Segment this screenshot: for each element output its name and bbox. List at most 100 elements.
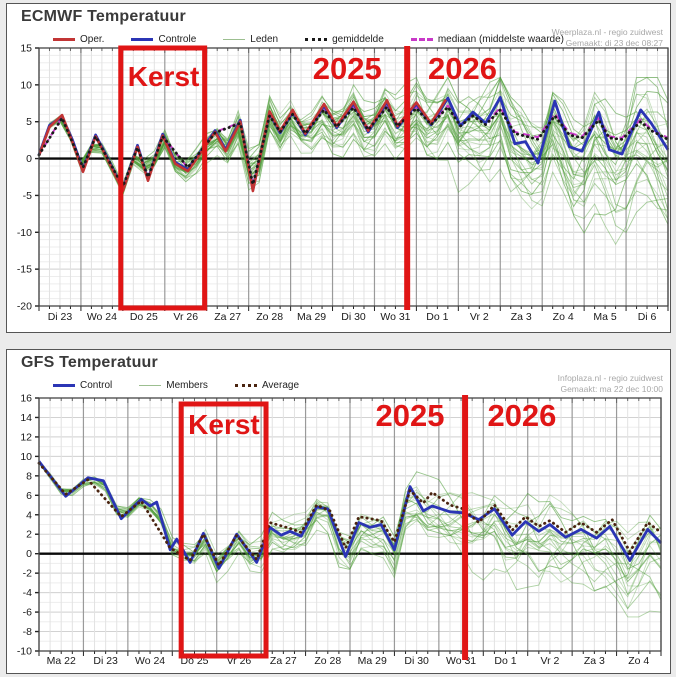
legend-item-average: Average	[234, 380, 300, 391]
legend: Oper. Controle Leden gemiddelde mediaan (mid…	[53, 34, 591, 45]
svg-text:Vr 2: Vr 2	[540, 655, 559, 667]
grid	[38, 397, 662, 652]
svg-text:Za 27: Za 27	[270, 655, 297, 667]
svg-text:15: 15	[20, 43, 32, 55]
source-generated-at: Gemaakt: di 23 dec 08:27	[565, 38, 663, 49]
svg-text:Za 27: Za 27	[214, 311, 241, 323]
svg-text:Wo 31: Wo 31	[380, 311, 410, 323]
svg-text:Wo 31: Wo 31	[446, 655, 476, 667]
legend-item-oper: Oper.	[53, 34, 104, 45]
legend-swatch-icon	[410, 38, 433, 41]
svg-text:-5: -5	[23, 190, 32, 202]
svg-text:Za 3: Za 3	[511, 311, 532, 323]
annotations: Kerst 2025 2026	[178, 395, 556, 660]
svg-text:Do 25: Do 25	[130, 311, 158, 323]
legend-label: gemiddelde	[332, 34, 384, 45]
svg-text:Vr 26: Vr 26	[173, 311, 198, 323]
year-2026-label: 2026	[487, 398, 556, 433]
grid	[38, 47, 669, 307]
svg-text:Di 30: Di 30	[404, 655, 429, 667]
page-title: GFS Temperatuur	[21, 354, 158, 371]
svg-text:Wo 24: Wo 24	[87, 311, 117, 323]
svg-text:Do 1: Do 1	[426, 311, 448, 323]
legend-swatch-icon	[223, 39, 246, 40]
legend: Control Members Average	[53, 380, 326, 391]
year-2025-label: 2025	[375, 398, 444, 433]
series-control	[37, 460, 663, 570]
legend-swatch-icon	[234, 384, 257, 387]
legend-item-gemiddelde: gemiddelde	[305, 34, 384, 45]
svg-text:8: 8	[26, 470, 32, 482]
plot-frame	[38, 397, 662, 652]
svg-text:10: 10	[20, 79, 32, 91]
svg-text:-4: -4	[23, 587, 32, 599]
legend-label: Oper.	[80, 34, 105, 45]
svg-text:Zo 28: Zo 28	[256, 311, 283, 323]
legend-label: Controle	[158, 34, 197, 45]
series-average	[37, 461, 663, 567]
svg-text:10: 10	[20, 451, 32, 463]
svg-text:Wo 24: Wo 24	[135, 655, 165, 667]
kerst-highlight-box	[178, 401, 269, 659]
svg-text:Di 6: Di 6	[638, 311, 657, 323]
legend-label: mediaan (middelste waarde)	[437, 34, 564, 45]
year-2026-label: 2026	[428, 51, 497, 86]
legend-item-leden: Leden	[223, 34, 278, 45]
svg-text:Zo 4: Zo 4	[628, 655, 649, 667]
svg-text:Ma 29: Ma 29	[297, 311, 326, 323]
page-title: ECMWF Temperatuur	[21, 8, 186, 25]
svg-text:14: 14	[20, 412, 32, 424]
gfs-temperature-plot: 16 14 12 10 8 6 4 2 0 -2 -4 -6 -8 -10 Ma 22 Di 23 Wo 24 D…	[17, 393, 663, 668]
svg-text:-10: -10	[17, 646, 32, 658]
axis-labels: 16 14 12 10 8 6 4 2 0 -2 -4 -6 -8 -10 Ma 22 Di 23 Wo 24 D…	[17, 393, 650, 668]
axis-labels: 15 10 5 0 -5 -10 -15 -20 Di 23 Wo 24 Do 25 Vr 26 Za …	[17, 43, 657, 324]
legend-swatch-icon	[53, 38, 75, 41]
legend-label: Leden	[250, 34, 279, 45]
ecmwf-chart-panel: 15 10 5 0 -5 -10 -15 -20 Di 23 Wo 24 Do 25 Vr 26 Za …	[6, 3, 671, 333]
svg-text:-15: -15	[17, 264, 32, 276]
source-site: Weerplaza.nl - regio zuidwest	[551, 27, 663, 37]
svg-text:Zo 28: Zo 28	[314, 655, 341, 667]
legend-swatch-icon	[131, 38, 154, 41]
svg-text:2: 2	[26, 529, 32, 541]
source-attribution: Weerplaza.nl - regio zuidwest Gemaakt: d…	[552, 27, 663, 50]
svg-text:-8: -8	[23, 626, 32, 638]
source-attribution: Infoplaza.nl - regio zuidwest Gemaakt: m…	[558, 373, 663, 396]
svg-text:0: 0	[26, 153, 32, 165]
svg-text:Ma 22: Ma 22	[47, 655, 76, 667]
legend-label: Average	[261, 380, 300, 391]
plot-frame	[38, 47, 669, 307]
legend-label: Members	[166, 380, 208, 391]
ecmwf-temperature-plot: 15 10 5 0 -5 -10 -15 -20 Di 23 Wo 24 Do 25 Vr 26 Za …	[17, 43, 670, 324]
svg-text:6: 6	[26, 490, 32, 502]
svg-text:Ma 5: Ma 5	[593, 311, 617, 323]
kerst-highlight-box	[118, 45, 208, 311]
legend-swatch-icon	[305, 38, 328, 41]
kerst-label: Kerst	[128, 61, 200, 92]
legend-item-mediaan-middelste-waarde: mediaan (middelste waarde)	[410, 34, 564, 45]
legend-item-members: Members	[139, 380, 208, 391]
svg-text:Ma 29: Ma 29	[358, 655, 387, 667]
annotations: Kerst 2025 2026	[118, 45, 497, 311]
svg-text:5: 5	[26, 116, 32, 128]
svg-text:-20: -20	[17, 301, 32, 313]
svg-text:Di 30: Di 30	[341, 311, 366, 323]
svg-text:0: 0	[26, 548, 32, 560]
svg-text:Zo 4: Zo 4	[553, 311, 574, 323]
svg-text:Vr 2: Vr 2	[470, 311, 489, 323]
svg-text:-2: -2	[23, 568, 32, 580]
svg-text:-6: -6	[23, 607, 32, 619]
legend-swatch-icon	[139, 385, 162, 386]
svg-text:-10: -10	[17, 227, 32, 239]
legend-label: Control	[80, 380, 113, 391]
year-2025-label: 2025	[313, 51, 382, 86]
svg-text:Do 1: Do 1	[494, 655, 516, 667]
svg-text:4: 4	[26, 509, 32, 521]
svg-text:16: 16	[20, 393, 32, 405]
source-generated-at: Gemaakt: ma 22 dec 10:00	[560, 384, 663, 395]
svg-text:Di 23: Di 23	[93, 655, 118, 667]
kerst-label: Kerst	[188, 409, 260, 440]
svg-text:Di 23: Di 23	[48, 311, 73, 323]
legend-swatch-icon	[53, 384, 75, 387]
source-site: Infoplaza.nl - regio zuidwest	[557, 373, 663, 383]
